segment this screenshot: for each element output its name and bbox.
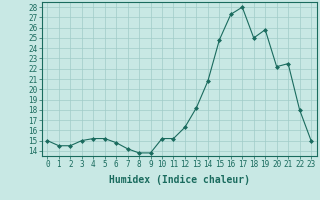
X-axis label: Humidex (Indice chaleur): Humidex (Indice chaleur) [109,175,250,185]
